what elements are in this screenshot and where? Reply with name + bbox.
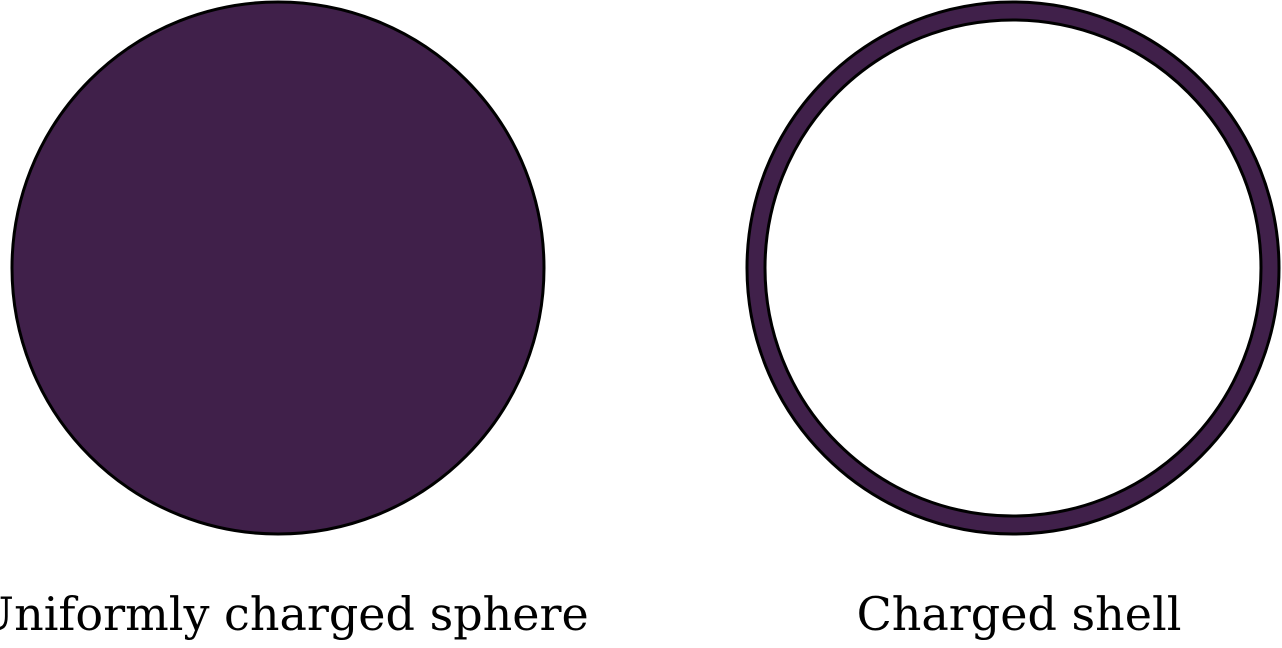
shell-inner-cavity [763, 18, 1263, 518]
shell-group: Charged shell [745, 0, 1281, 641]
solid-sphere-group: Uniformly charged sphere [0, 0, 589, 641]
shell-caption: Charged shell [857, 587, 1182, 641]
solid-sphere [10, 0, 546, 536]
solid-sphere-caption: Uniformly charged sphere [0, 587, 589, 641]
